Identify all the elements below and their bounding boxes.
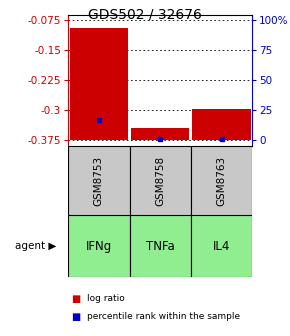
Bar [68,215,130,277]
Text: IFNg: IFNg [86,240,112,253]
Text: GSM8758: GSM8758 [155,156,165,206]
Bar [130,215,191,277]
Bar [191,146,252,215]
Text: TNFa: TNFa [146,240,175,253]
Bar [193,109,251,140]
Text: log ratio: log ratio [87,294,125,303]
Text: ■: ■ [71,294,80,304]
Text: GSM8763: GSM8763 [217,156,226,206]
Text: ■: ■ [71,312,80,323]
Text: GSM8753: GSM8753 [94,156,104,206]
Text: IL4: IL4 [213,240,230,253]
Bar [131,128,189,140]
Text: agent ▶: agent ▶ [15,241,57,251]
Bar [191,215,252,277]
Text: percentile rank within the sample: percentile rank within the sample [87,312,240,322]
Bar [130,146,191,215]
Bar [70,28,128,140]
Bar [68,146,130,215]
Text: GDS502 / 32676: GDS502 / 32676 [88,7,202,22]
